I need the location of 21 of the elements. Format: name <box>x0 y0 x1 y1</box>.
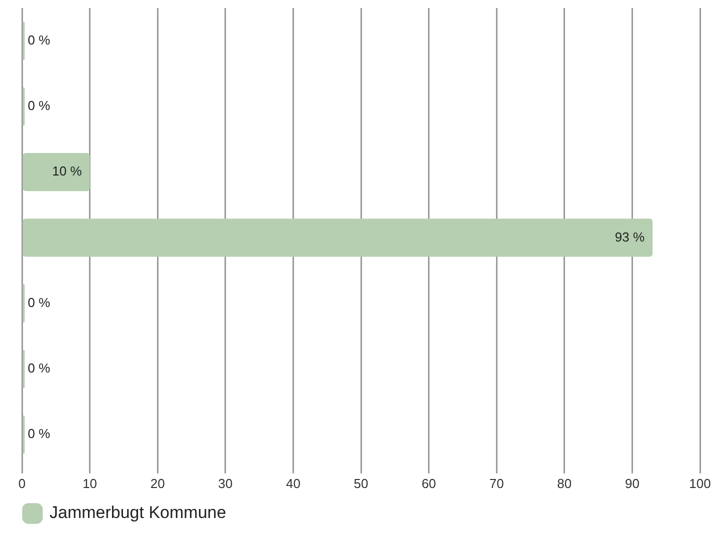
x-tick-label: 50 <box>354 476 368 491</box>
x-tick-label: 80 <box>557 476 572 491</box>
x-tick-label: 60 <box>422 476 436 491</box>
data-label: 0 % <box>28 294 51 310</box>
x-tick-label: 100 <box>689 476 711 491</box>
data-label: 0 % <box>28 32 51 48</box>
data-label: 0 % <box>28 360 51 376</box>
data-label: 0 % <box>28 426 51 442</box>
x-tick-label: 0 <box>18 476 26 491</box>
x-tick-label: 70 <box>489 476 504 491</box>
data-label: 10 % <box>52 164 82 179</box>
x-tick-label: 40 <box>286 476 300 491</box>
bar <box>22 153 90 192</box>
legend-label: Jammerbugt Kommune <box>50 503 226 522</box>
data-label: 93 % <box>614 229 645 244</box>
x-tick-label: 10 <box>82 476 98 491</box>
data-label: 0 % <box>28 98 51 114</box>
x-tick-label: 30 <box>218 476 233 491</box>
bar <box>22 218 653 257</box>
x-tick-label: 20 <box>150 476 165 491</box>
x-tick-label: 90 <box>624 476 640 491</box>
